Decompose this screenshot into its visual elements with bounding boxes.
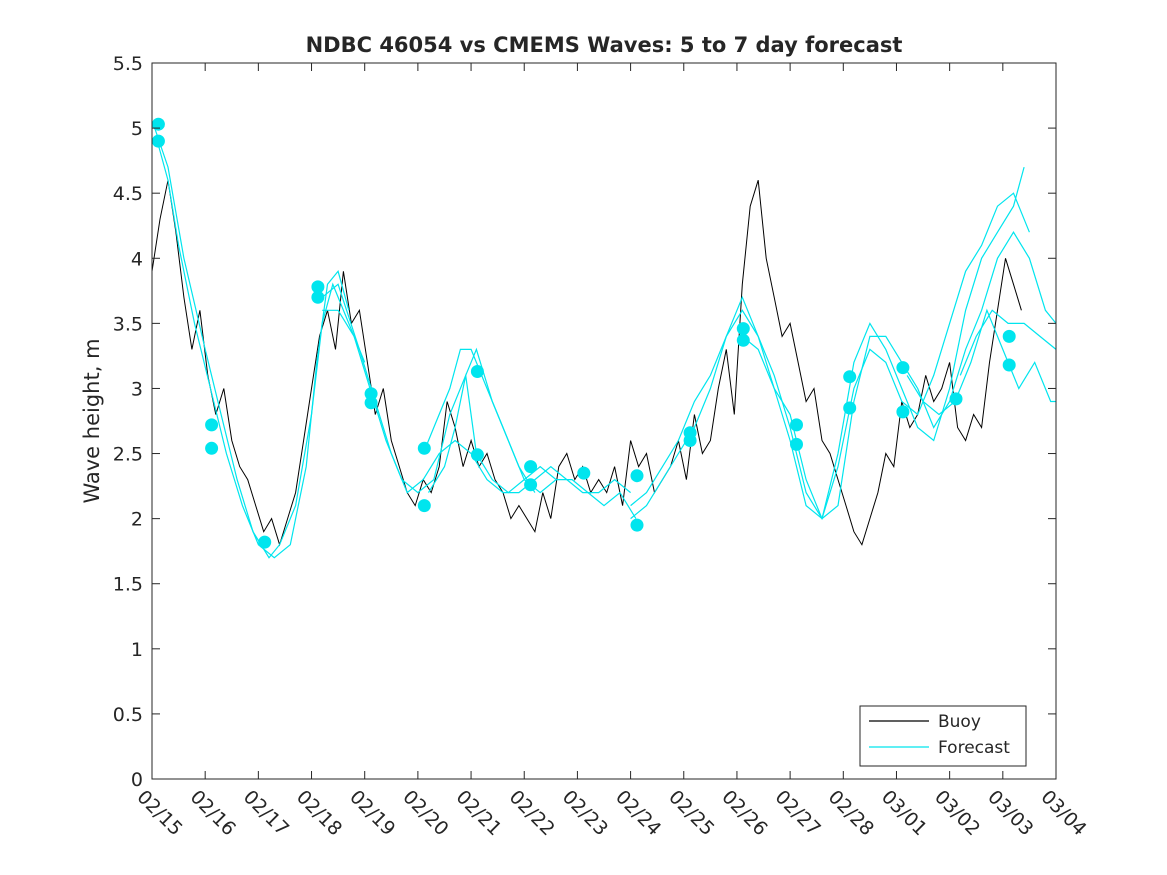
forecast-marker [205, 418, 219, 432]
forecast-marker [843, 370, 857, 384]
y-tick-label: 4.5 [113, 183, 143, 205]
forecast-marker [417, 441, 431, 455]
forecast-marker [205, 441, 219, 455]
chart-title: NDBC 46054 vs CMEMS Waves: 5 to 7 day fo… [306, 33, 903, 57]
forecast-line-7 [630, 166, 1025, 520]
forecast-marker [736, 333, 750, 347]
forecast-marker [630, 469, 644, 483]
forecast-marker [258, 535, 272, 549]
legend-box [859, 705, 1027, 767]
forecast-marker [364, 387, 378, 401]
y-tick-label: 3.5 [113, 313, 143, 335]
y-tick-label: 1 [131, 639, 143, 661]
y-tick-label: 0 [131, 769, 143, 791]
forecast-marker [470, 448, 484, 462]
forecast-line-2 [154, 127, 366, 559]
y-tick-label: 3 [131, 378, 143, 400]
forecast-marker [151, 134, 165, 148]
legend: Buoy Forecast [859, 705, 1027, 767]
y-tick-label: 2.5 [113, 444, 143, 466]
forecast-marker [683, 434, 697, 447]
y-tick-label: 1.5 [113, 574, 143, 596]
buoy-line [151, 180, 1022, 547]
forecast-marker [151, 117, 165, 131]
y-tick-label: 2 [131, 509, 143, 531]
forecast-line-10 [906, 308, 1056, 416]
forecast-marker [896, 361, 910, 375]
forecast-marker [896, 405, 910, 419]
y-axis-label: Wave height, m [80, 338, 104, 503]
forecast-line-4 [321, 283, 631, 494]
legend-forecast-label: Forecast [938, 738, 1010, 758]
forecast-marker [311, 280, 325, 294]
forecast-marker [524, 478, 538, 492]
forecast-marker [630, 518, 644, 532]
forecast-marker [364, 396, 378, 410]
forecast-marker [470, 365, 484, 378]
forecast-marker [1002, 329, 1016, 343]
y-tick-label: 4 [131, 248, 143, 270]
forecast-marker [311, 290, 325, 304]
forecast-marker [790, 437, 803, 451]
forecast-marker [949, 392, 963, 406]
y-tick-label: 5 [131, 118, 143, 140]
forecast-line-8 [630, 192, 1030, 521]
forecast-marker [1002, 358, 1016, 372]
forecast-marker [843, 401, 857, 415]
forecast-marker [736, 322, 750, 336]
plot-area [151, 117, 1057, 559]
forecast-line-11 [959, 309, 1057, 376]
forecast-marker [577, 466, 591, 480]
legend-buoy-label: Buoy [938, 712, 981, 732]
y-tick-label: 0.5 [113, 704, 143, 726]
forecast-marker [790, 418, 803, 432]
forecast-marker [417, 499, 431, 513]
axes-box [151, 62, 1057, 780]
y-tick-label: 5.5 [113, 53, 143, 75]
forecast-marker [524, 460, 538, 474]
